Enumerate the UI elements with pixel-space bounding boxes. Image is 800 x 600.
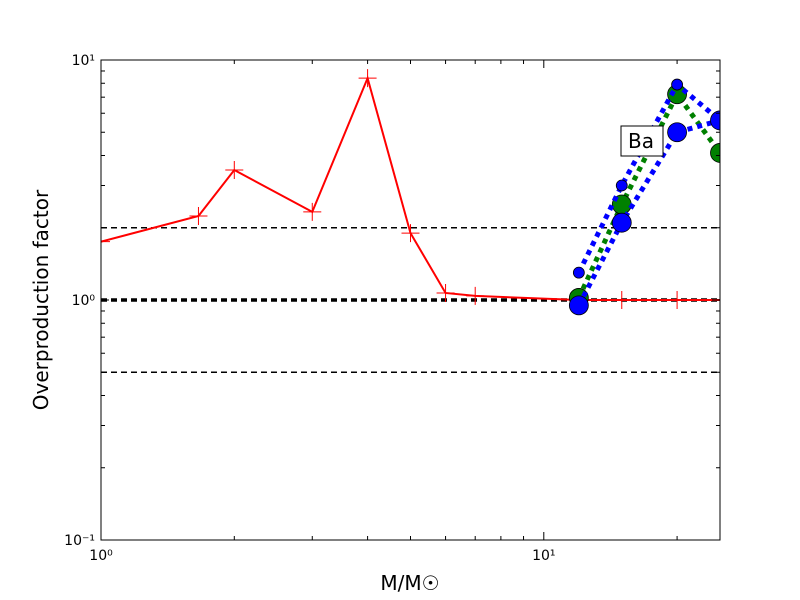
marker bbox=[466, 286, 485, 305]
marker bbox=[568, 295, 589, 316]
annotation-box bbox=[620, 125, 664, 157]
y-tick-label: 10¹ bbox=[72, 53, 95, 69]
y-tick-label: 10⁰ bbox=[72, 293, 96, 309]
series-line bbox=[101, 75, 720, 301]
marker bbox=[101, 232, 110, 251]
x-tick-label: 10¹ bbox=[532, 548, 555, 564]
y-axis-label: Overproduction factor bbox=[29, 189, 53, 410]
y-tick-label: 10⁻¹ bbox=[64, 533, 95, 549]
x-axis-label: M/M☉ bbox=[380, 571, 439, 595]
marker bbox=[436, 283, 455, 302]
marker bbox=[358, 69, 377, 88]
marker bbox=[710, 143, 720, 163]
annotation: Ba bbox=[628, 129, 654, 153]
marker bbox=[189, 206, 208, 225]
marker bbox=[668, 291, 687, 309]
marker bbox=[572, 266, 585, 279]
marker bbox=[671, 78, 683, 91]
marker bbox=[611, 212, 632, 233]
x-tick-label: 10⁰ bbox=[89, 548, 113, 564]
marker bbox=[615, 179, 628, 192]
marker bbox=[303, 202, 322, 221]
marker bbox=[612, 291, 631, 309]
marker bbox=[710, 110, 720, 131]
marker bbox=[225, 161, 244, 180]
marker bbox=[667, 122, 687, 143]
series-line bbox=[576, 118, 720, 307]
marker bbox=[401, 224, 420, 243]
